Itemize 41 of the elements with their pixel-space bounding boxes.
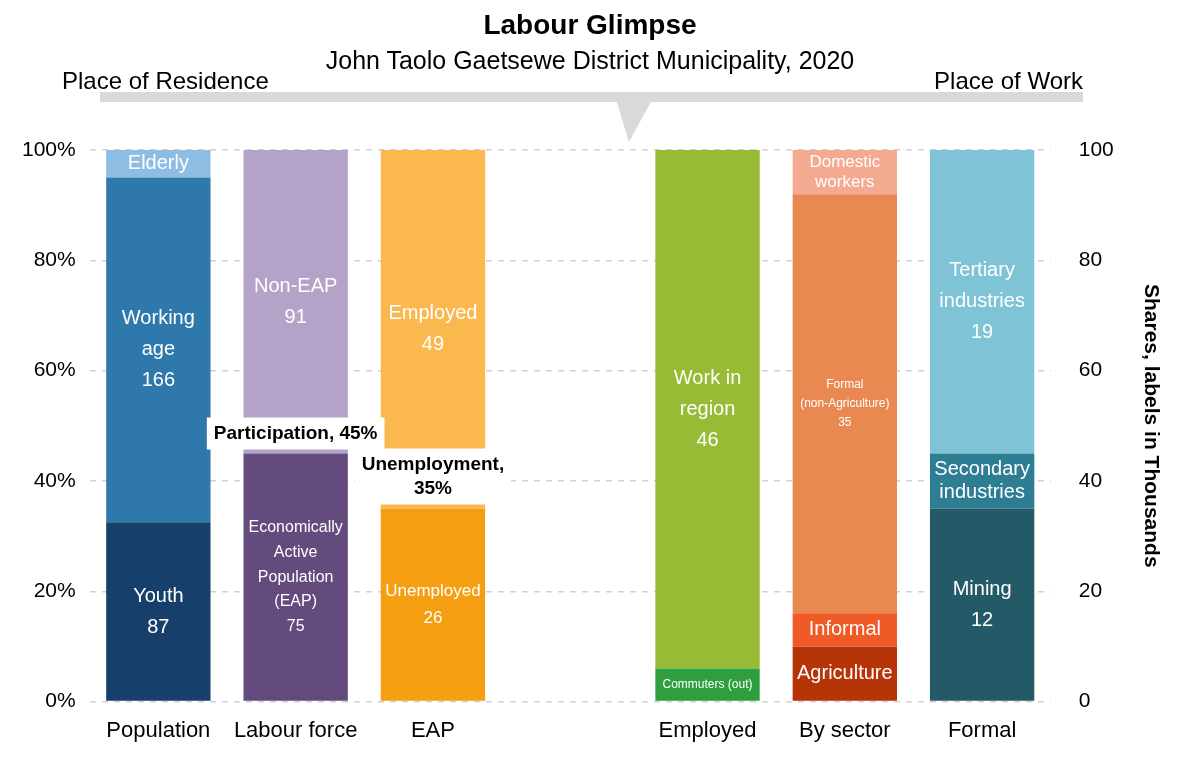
- series-label: Economically Active Population (EAP) 75: [248, 517, 343, 635]
- y-tick-label: 60%: [33, 357, 76, 381]
- series-label: Unemployed 26: [385, 581, 481, 627]
- text: Place of Residence: [62, 66, 269, 94]
- x-tick-label: Employed: [658, 716, 757, 742]
- series-label: Mining 12: [952, 576, 1012, 630]
- y2-tick-label: 0: [1078, 688, 1091, 712]
- series-label: Domestic workers: [809, 151, 881, 191]
- y-tick-label: 80%: [33, 247, 76, 271]
- series-label: Secondary industries: [934, 456, 1030, 502]
- y2-tick-label: 80: [1078, 247, 1103, 271]
- y-tick-label: 100%: [21, 136, 76, 160]
- series-label: Formal (non-Agriculture) 35: [800, 377, 890, 429]
- y2-tick-label: 40: [1078, 467, 1103, 491]
- x-tick-label: EAP: [410, 716, 455, 742]
- y-tick-label: 0%: [45, 688, 76, 712]
- annotation: Unemployment, 35%: [361, 452, 505, 498]
- x-tick-label: Formal: [947, 716, 1017, 742]
- series-label: Work in region 46: [673, 365, 742, 450]
- annotation: Participation, 45%: [213, 421, 378, 443]
- series-label: Non-EAP 91: [253, 273, 338, 327]
- y2-axis-title: Shares, labels in Thousands: [1140, 284, 1164, 568]
- y2-tick-label: 100: [1078, 136, 1114, 160]
- series-label: Working age 166: [121, 306, 195, 391]
- series-label: Tertiary industries 19: [939, 258, 1025, 343]
- series-label: Commuters (out): [662, 676, 753, 691]
- series-label: Youth 87: [133, 583, 184, 637]
- x-tick-label: By sector: [798, 716, 891, 742]
- series-label: Elderly: [127, 151, 189, 174]
- x-tick-label: Labour force: [233, 716, 358, 742]
- chart-title: Labour Glimpse: [483, 8, 697, 40]
- chart-subtitle: John Taolo Gaetsewe District Municipality, 2020: [325, 45, 855, 74]
- y-tick-label: 40%: [33, 467, 76, 491]
- y-tick-label: 20%: [33, 578, 76, 602]
- series-label: Employed 49: [388, 301, 478, 355]
- x-tick-label: Population: [106, 716, 211, 742]
- y2-tick-label: 60: [1078, 357, 1103, 381]
- text: Place of Work: [934, 66, 1084, 94]
- series-label: Informal: [808, 617, 881, 640]
- y2-tick-label: 20: [1078, 578, 1103, 602]
- series-label: Agriculture: [797, 661, 893, 684]
